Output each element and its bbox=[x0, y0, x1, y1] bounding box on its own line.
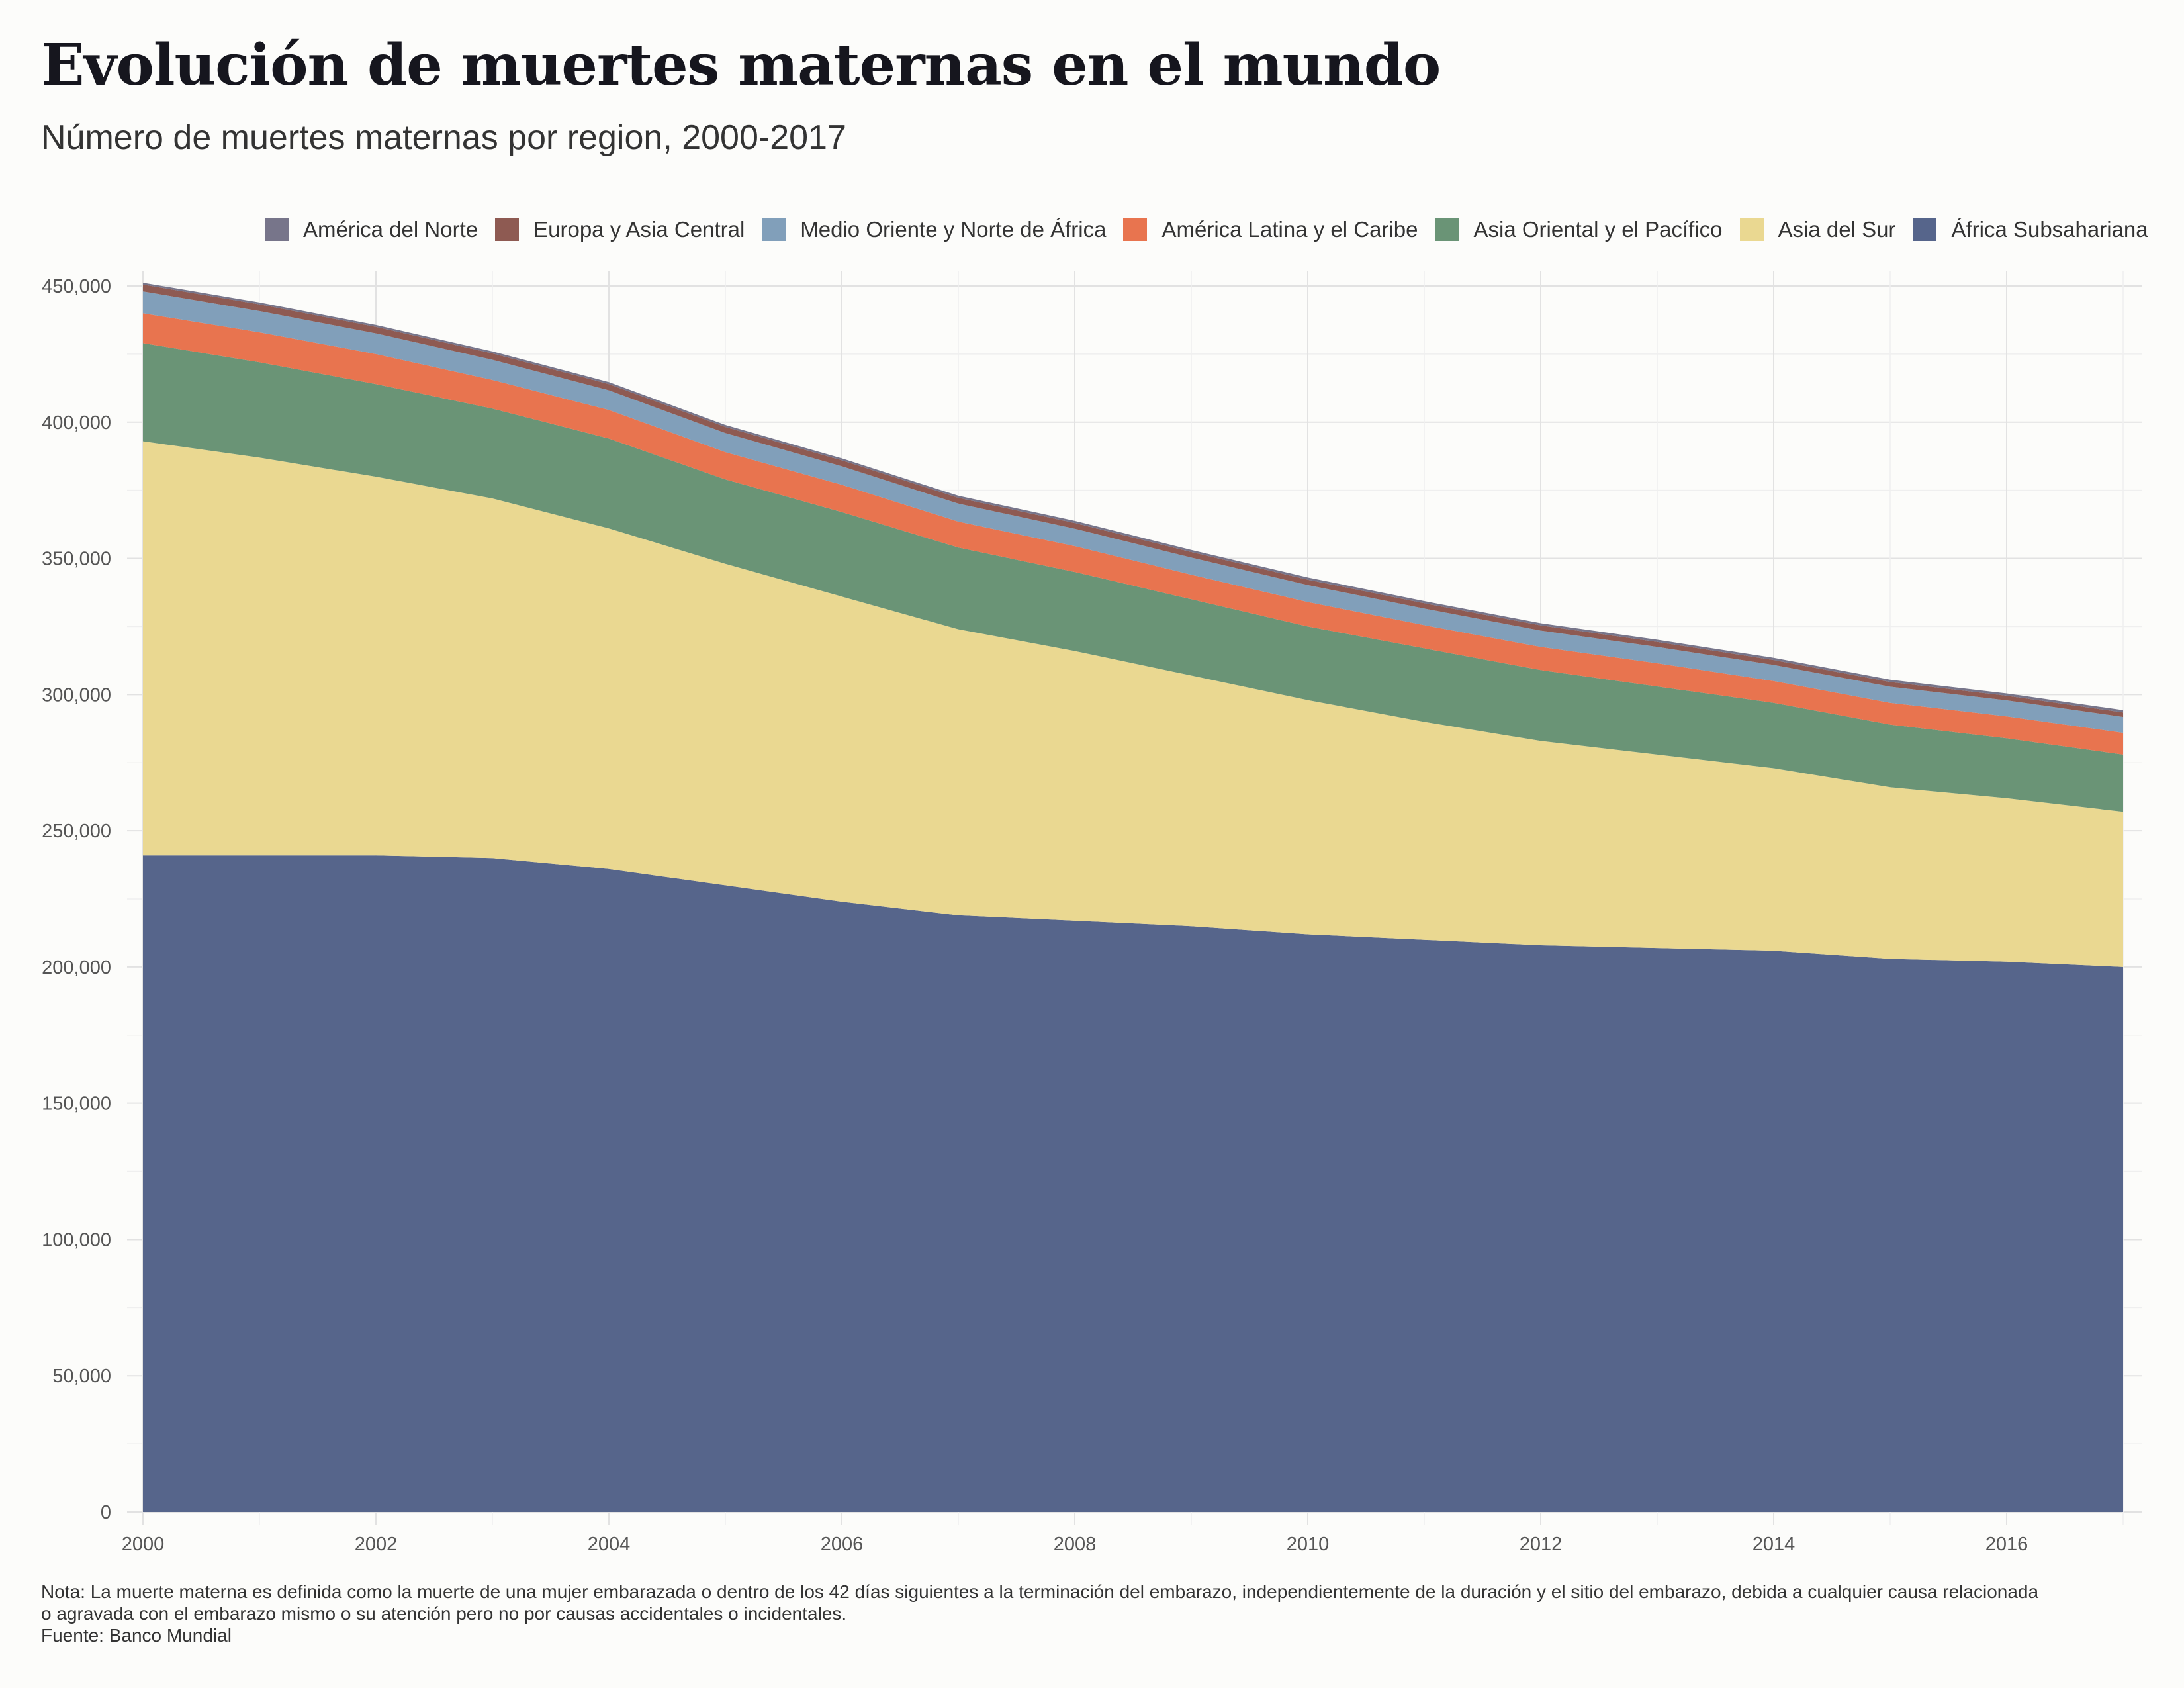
x-tick-label: 2004 bbox=[588, 1534, 631, 1555]
note-line-2: o agravada con el embarazo mismo o su at… bbox=[41, 1603, 847, 1624]
x-tick-label: 2000 bbox=[122, 1534, 165, 1555]
legend-label: América del Norte bbox=[303, 217, 478, 242]
legend-swatch bbox=[762, 218, 786, 241]
y-tick-label: 0 bbox=[101, 1502, 111, 1523]
x-axis-ticks: 2000 2002 2004 2006 2008 2010 2012 2014 2016 bbox=[122, 1534, 2028, 1555]
legend-item: Medio Oriente y Norte de África bbox=[762, 217, 1106, 242]
y-tick-label: 300,000 bbox=[42, 684, 111, 706]
x-tick-label: 2014 bbox=[1752, 1534, 1796, 1555]
chart-legend: América del Norte Europa y Asia Central Me… bbox=[265, 213, 2165, 246]
legend-swatch bbox=[495, 218, 520, 241]
legend-item: América del Norte bbox=[265, 217, 478, 242]
x-tick-label: 2016 bbox=[1985, 1534, 2028, 1555]
y-tick-label: 350,000 bbox=[42, 549, 111, 570]
legend-label: Asia Oriental y el Pacífico bbox=[1473, 217, 1723, 242]
legend-label: Medio Oriente y Norte de África bbox=[800, 217, 1107, 242]
chart-subtitle: Número de muertes maternas por region, 2… bbox=[41, 118, 846, 157]
legend-swatch bbox=[1739, 218, 1764, 241]
x-tick-label: 2012 bbox=[1520, 1534, 1563, 1555]
x-tick-label: 2008 bbox=[1054, 1534, 1097, 1555]
y-tick-label: 250,000 bbox=[42, 821, 111, 842]
legend-label: América Latina y el Caribe bbox=[1161, 217, 1418, 242]
y-axis-ticks: 0 50,000 100,000 150,000 200,000 250,000 300,0… bbox=[42, 276, 111, 1523]
legend-item: Asia del Sur bbox=[1739, 217, 1896, 242]
x-tick-label: 2010 bbox=[1287, 1534, 1330, 1555]
area-medio-oriente-y-norte-de-africa bbox=[143, 291, 2123, 733]
chart-notes: Nota: La muerte materna es definida como… bbox=[41, 1581, 2038, 1646]
area-series bbox=[143, 283, 2123, 1512]
legend-swatch bbox=[265, 218, 289, 241]
x-tick-label: 2002 bbox=[355, 1534, 398, 1555]
y-tick-label: 200,000 bbox=[42, 957, 111, 978]
area-america-latina-y-el-caribe bbox=[143, 313, 2123, 755]
area-africa-subsahariana bbox=[143, 855, 2123, 1512]
legend-swatch bbox=[1435, 218, 1459, 241]
source-text: Fuente: Banco Mundial bbox=[41, 1625, 232, 1646]
legend-label: Europa y Asia Central bbox=[533, 217, 745, 242]
y-tick-label: 450,000 bbox=[42, 276, 111, 297]
legend-label: Asia del Sur bbox=[1778, 217, 1896, 242]
y-tick-label: 100,000 bbox=[42, 1229, 111, 1250]
legend-swatch bbox=[1123, 218, 1148, 241]
legend-item: África Subsahariana bbox=[1913, 217, 2148, 242]
y-tick-label: 150,000 bbox=[42, 1094, 111, 1115]
legend-item: Europa y Asia Central bbox=[495, 217, 745, 242]
area-asia-del-sur bbox=[143, 441, 2123, 967]
y-tick-label: 50,000 bbox=[52, 1366, 111, 1387]
chart-title: Evolución de muertes maternas en el mund… bbox=[41, 32, 1441, 99]
y-tick-label: 400,000 bbox=[42, 412, 111, 434]
legend-swatch bbox=[1913, 218, 1937, 241]
legend-item: Asia Oriental y el Pacífico bbox=[1435, 217, 1723, 242]
note-line-1: Nota: La muerte materna es definida como… bbox=[41, 1581, 2039, 1602]
legend-item: América Latina y el Caribe bbox=[1123, 217, 1418, 242]
x-tick-label: 2006 bbox=[821, 1534, 864, 1555]
area-asia-oriental-y-el-pacifico bbox=[143, 343, 2123, 812]
legend-label: África Subsahariana bbox=[1951, 217, 2148, 242]
